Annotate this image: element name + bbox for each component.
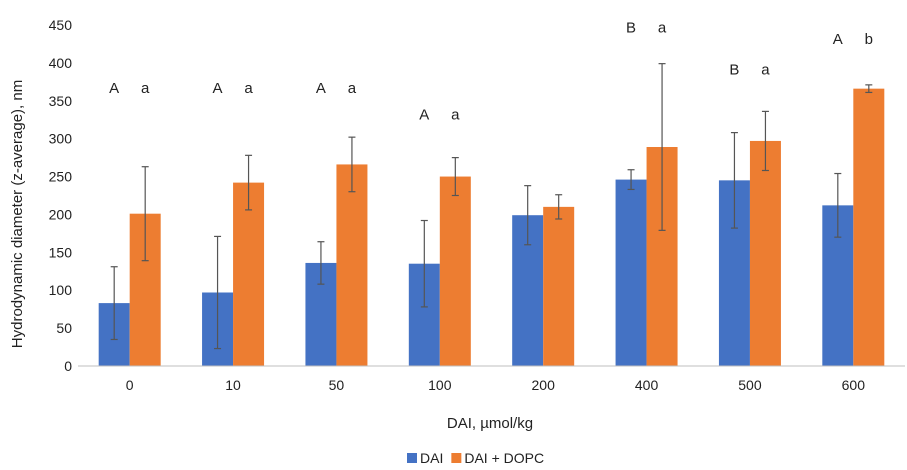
error-bar [834, 172, 842, 238]
error-bar [524, 185, 532, 246]
error-bars [110, 63, 873, 350]
y-tick-label: 100 [49, 282, 73, 298]
significance-letter-dai-dopc: a [658, 20, 667, 37]
error-bar [865, 84, 873, 94]
x-axis-title: DAI, µmol/kg [447, 415, 533, 432]
bar-dai-dopc [336, 164, 368, 366]
y-axis-ticks: 0 50 100 150 200 250 300 350 400 450 [49, 17, 73, 374]
significance-letter-dai: A [316, 80, 326, 97]
legend-swatch [407, 453, 417, 463]
x-axis-ticks: 0 10 50 100 200 400 500 600 [126, 377, 865, 393]
x-tick-label: 50 [329, 377, 345, 393]
legend-swatch [451, 453, 462, 463]
y-tick-label: 0 [64, 358, 72, 374]
bar-dai [615, 179, 647, 366]
bar-dai-dopc [853, 88, 885, 367]
error-bar [730, 132, 738, 229]
significance-letter-dai-dopc: b [865, 31, 873, 48]
error-bar [451, 157, 459, 197]
y-tick-label: 250 [49, 169, 73, 185]
y-tick-label: 150 [49, 244, 73, 260]
error-bar [348, 136, 356, 193]
significance-letter-dai: A [833, 31, 843, 48]
legend: DAI DAI + DOPC [407, 450, 544, 466]
bar-dai-dopc [543, 206, 575, 366]
significance-letter-dai: A [213, 80, 223, 97]
bar-dai-dopc [233, 182, 265, 366]
error-bar [420, 219, 428, 308]
x-tick-label: 400 [635, 377, 659, 393]
legend-item: DAI [407, 450, 443, 466]
significance-letter-dai-dopc: a [761, 61, 770, 78]
x-tick-label: 100 [428, 377, 452, 393]
significance-letter-dai-dopc: a [348, 80, 357, 97]
y-tick-label: 450 [49, 17, 73, 33]
x-tick-label: 0 [126, 377, 134, 393]
error-bar [555, 194, 563, 220]
y-tick-label: 50 [56, 320, 72, 336]
bar-dai-dopc [439, 176, 471, 366]
error-bar [317, 241, 325, 285]
y-tick-label: 300 [49, 131, 73, 147]
error-bar [245, 154, 253, 211]
error-bar [214, 235, 222, 350]
significance-letter-dai: B [626, 20, 636, 37]
x-tick-label: 200 [532, 377, 556, 393]
error-bar [141, 166, 149, 262]
x-tick-label: 10 [225, 377, 241, 393]
significance-letter-dai: A [419, 107, 429, 124]
legend-label: DAI [420, 450, 443, 466]
y-axis-title: Hydrodynamic diameter (z-average), nm [9, 80, 26, 348]
y-tick-label: 200 [49, 206, 73, 222]
significance-letter-dai-dopc: a [244, 80, 253, 97]
x-tick-label: 500 [738, 377, 762, 393]
error-bar [627, 169, 635, 191]
significance-letter-dai: A [109, 80, 119, 97]
legend-label: DAI + DOPC [464, 450, 544, 466]
bars [98, 88, 885, 367]
bar-dai-dopc [749, 140, 781, 366]
y-tick-label: 350 [49, 93, 73, 109]
x-tick-label: 600 [842, 377, 866, 393]
error-bar [110, 266, 118, 341]
significance-letter-dai-dopc: a [141, 80, 150, 97]
significance-letter-dai-dopc: a [451, 107, 460, 124]
y-tick-label: 400 [49, 55, 73, 71]
error-bar [658, 63, 666, 231]
significance-letter-dai: B [729, 61, 739, 78]
legend-item: DAI + DOPC [451, 450, 544, 466]
error-bar [761, 110, 769, 172]
